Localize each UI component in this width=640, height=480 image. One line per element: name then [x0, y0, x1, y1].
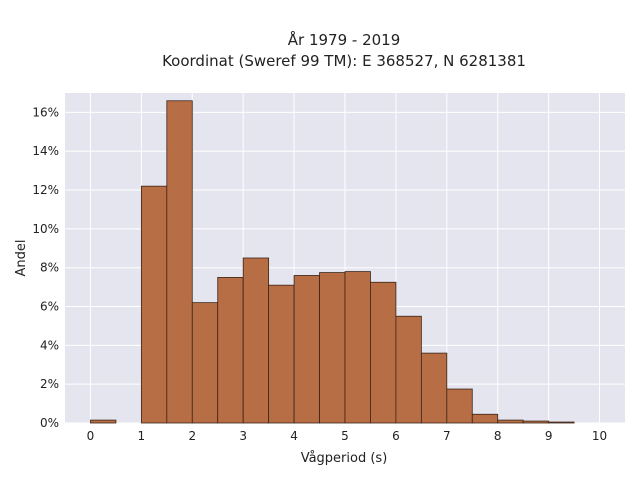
x-tick-label: 10	[592, 429, 607, 443]
histogram-bar	[395, 315, 422, 424]
x-axis-ticks: 0 1 2 3 4 5 6 7 8 9 10	[87, 429, 608, 443]
y-tick-label: 10%	[32, 222, 59, 236]
y-tick-label: 8%	[40, 261, 59, 275]
x-tick-label: 7	[443, 429, 451, 443]
y-tick-label: 0%	[40, 416, 59, 430]
x-axis-label: Vågperiod (s)	[301, 451, 388, 466]
y-tick-label: 16%	[32, 105, 59, 119]
histogram-bar	[548, 421, 575, 424]
histogram-bar	[420, 352, 448, 424]
histogram-bar	[166, 100, 193, 424]
histogram-bar	[344, 271, 371, 424]
y-tick-label: 4%	[40, 338, 59, 352]
y-tick-label: 6%	[40, 300, 59, 314]
histogram-bar	[446, 388, 473, 424]
histogram-bar	[497, 419, 524, 424]
histogram-bar	[293, 275, 320, 424]
x-tick-label: 9	[545, 429, 553, 443]
x-tick-label: 8	[494, 429, 502, 443]
chart-title-line1: År 1979 - 2019	[288, 30, 401, 49]
x-tick-label: 1	[138, 429, 146, 443]
x-tick-label: 5	[341, 429, 349, 443]
histogram-bar	[217, 277, 244, 424]
histogram-bar	[522, 420, 550, 424]
y-axis-label: Andel	[14, 240, 29, 277]
histogram-bar	[191, 302, 219, 424]
y-tick-label: 14%	[32, 144, 59, 158]
histogram-bar	[319, 272, 346, 424]
chart-title-line2: Koordinat (Sweref 99 TM): E 368527, N 62…	[162, 52, 526, 70]
y-tick-label: 12%	[32, 183, 59, 197]
x-tick-label: 3	[239, 429, 247, 443]
x-tick-label: 0	[87, 429, 95, 443]
histogram-bar	[370, 281, 397, 424]
y-tick-label: 2%	[40, 377, 59, 391]
histogram-bars	[90, 100, 575, 424]
x-tick-label: 4	[290, 429, 298, 443]
x-tick-label: 6	[392, 429, 400, 443]
histogram-bar	[90, 419, 117, 424]
histogram-bar	[242, 257, 270, 424]
x-tick-label: 2	[188, 429, 196, 443]
histogram-bar	[140, 185, 168, 424]
histogram-bar	[268, 284, 295, 424]
y-axis-ticks: 0% 2% 4% 6% 8% 10% 12% 14% 16%	[32, 105, 59, 430]
histogram-bar	[471, 413, 499, 424]
